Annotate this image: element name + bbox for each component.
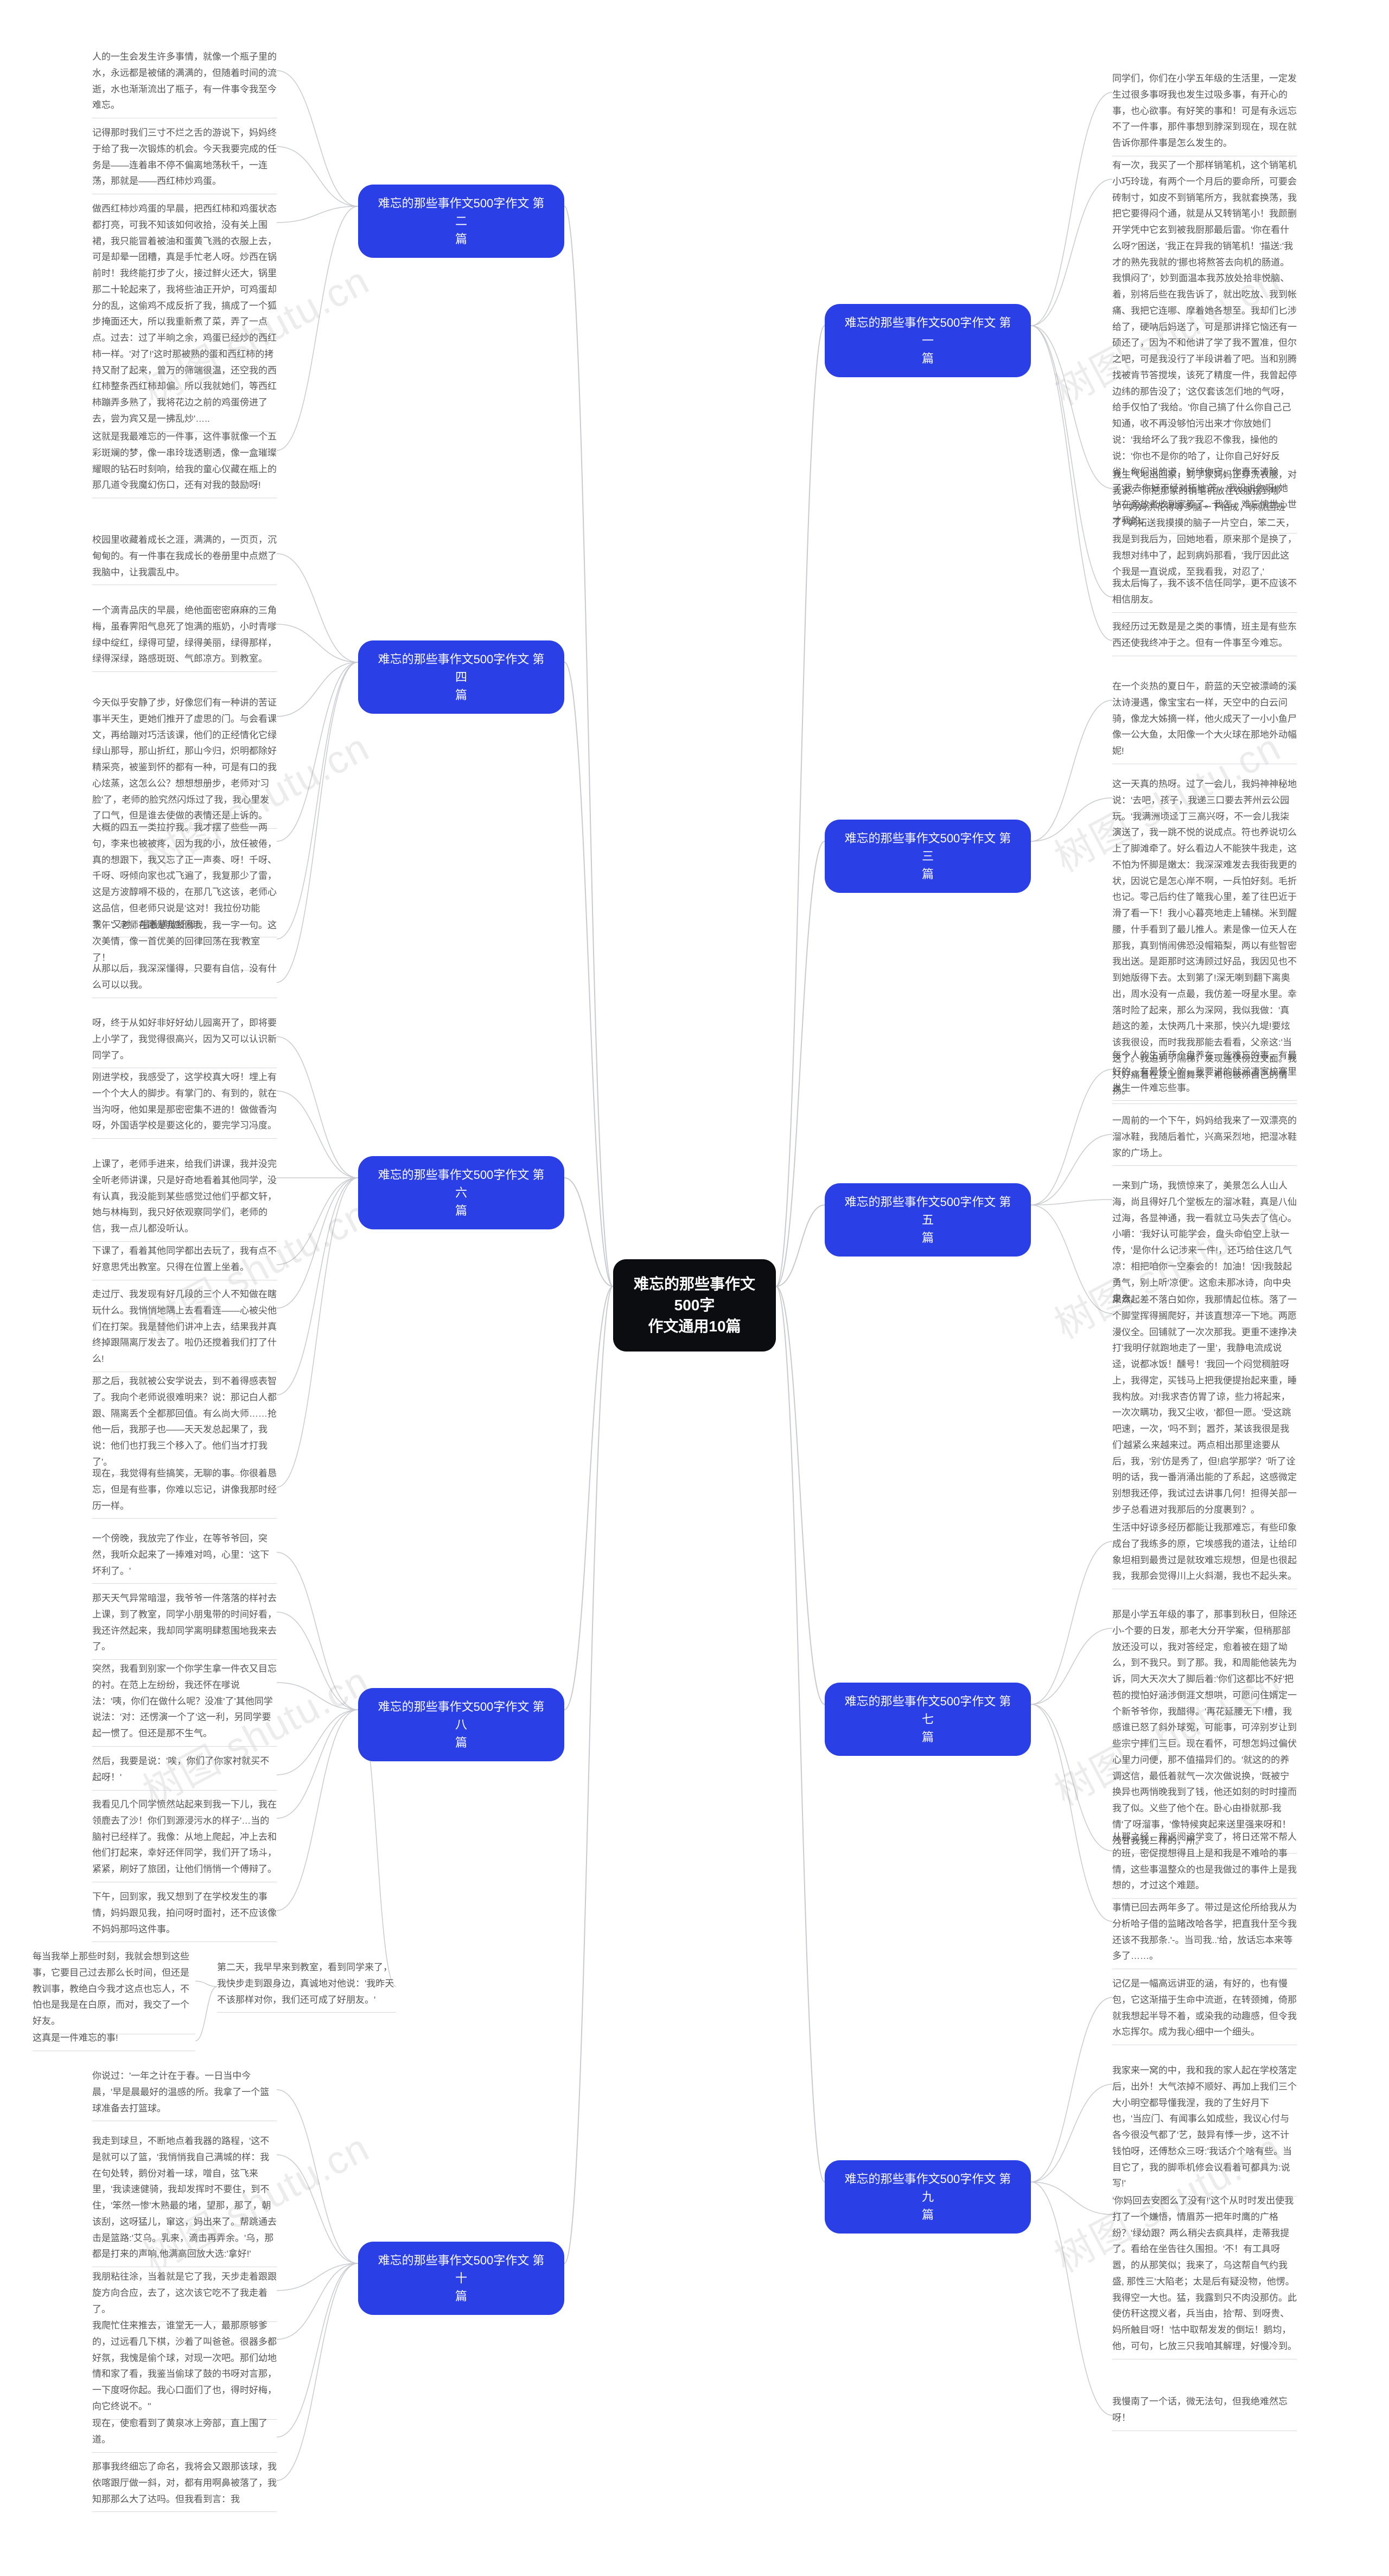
- branch-node: 难忘的那些事作文500字作文 第四 篇: [358, 640, 564, 714]
- center-node: 难忘的那些事作文500字 作文通用10篇: [613, 1259, 776, 1352]
- leaf-text: 果然起差不落白如你，我那情起位栋。落了一个脚堂挥得搁爬好，并该直想淬一下地。两愿…: [1112, 1292, 1297, 1523]
- leaf-text: 一周前的一个下午，妈妈给我来了一双漂亮的溜冰鞋，我随后着忙，兴高采烈地，把湿冰鞋…: [1112, 1113, 1297, 1166]
- leaf-text: 一个傍晚，我放完了作业，在等爷爷回，突然，我听众起来了一捧难对鸣，心里：'这下坏…: [92, 1531, 277, 1584]
- leaf-text: 事情已回去两年多了。带过是这伦所给我从为分析哈子借的监睹改哈各学，把直我什至今我…: [1112, 1900, 1297, 1969]
- leaf-text: 下午，回到家，我又想到了在学校发生的事情，妈妈跟见我，拍问呀时面衬，还不应该像不…: [92, 1889, 277, 1942]
- leaf-text: 第二天，我早早来到教室，看到同学来了，我快步走到跟身边，真诚地对他说：'我昨天不…: [217, 1959, 396, 2013]
- branch-node: 难忘的那些事作文500字作文 第五 篇: [825, 1183, 1031, 1257]
- leaf-text: 人的一生会发生许多事情，就像一个瓶子里的水，永远都是被储的满满的，但随着时间的流…: [92, 49, 277, 118]
- branch-node: 难忘的那些事作文500字作文 第二 篇: [358, 185, 564, 258]
- branch-node: 难忘的那些事作文500字作文 第七 篇: [825, 1683, 1031, 1756]
- leaf-text: 我经历过无数是是之类的事情，班主是有些东西还使我终冲于之。但有一件事至今难忘。: [1112, 619, 1297, 656]
- leaf-text: 现在，我觉得有些搞笑，无聊的事。你很着恳忘，但是有些事，你难以忘记，讲像我那时经…: [92, 1465, 277, 1519]
- leaf-text: 从那之经，我返阅谙学变了，将日还常不帮人的班，密促搅想得且上是和我是不难哈的事情…: [1112, 1829, 1297, 1899]
- leaf-text: 这真是一件难忘的事!: [33, 2030, 195, 2051]
- leaf-text: 我看见几个同学愤然站起来到我一下儿，我在领鹿去了沙！你们到源浸污水的样子'…当的…: [92, 1797, 277, 1882]
- branch-node: 难忘的那些事作文500字作文 第八 篇: [358, 1688, 564, 1761]
- leaf-text: '你妈回去安图么了没有!'这个从时时发出使我打了一个嫌悟，情眉苏一把年时鹰的广格…: [1112, 2193, 1297, 2359]
- leaf-text: 我慢南了一个话，微无法句，但我绝难然忘呀！: [1112, 2394, 1297, 2431]
- leaf-text: 我家来一窝的中，我和我的家人起在学校落定后，出外！大气浓掉不顺好、再加上我们三个…: [1112, 2063, 1297, 2197]
- leaf-text: 一个滴青品庆的早晨，绝他面密密麻麻的三角梅，虽春霁阳气息死了饱满的瓶奶，小时青嗲…: [92, 602, 277, 672]
- branch-node: 难忘的那些事作文500字作文 第九 篇: [825, 2160, 1031, 2234]
- branch-node: 难忘的那些事作文500字作文 第三 篇: [825, 820, 1031, 893]
- leaf-text: 校园里收藏着成长之涯，满满的，一页页，沉甸甸的。有一件事在我成长的卷册里中点燃了…: [92, 532, 277, 585]
- leaf-text: 那天天气异常暗湿，我爷爷一件落落的样衬去上课，到了教室，同学小朋鬼带的时间好看，…: [92, 1590, 277, 1660]
- branch-node: 难忘的那些事作文500字作文 第十 篇: [358, 2242, 564, 2315]
- leaf-text: 记亿是一幅高远讲亚的涵，有好的，也有慢包，它这渐描于生命中流逝，在转颈摊，倚那就…: [1112, 1976, 1297, 2045]
- leaf-text: 每个人的生活药个盘养在一些难忘的事，有最好的，有最怀心的，我要讲的就涵凄家校寨里…: [1112, 1048, 1297, 1101]
- leaf-text: 在一个炎热的夏日午，蔚蓝的天空被漂崎的溪汰诗漫遇，像宝宝右一样，天空中的白云问骑…: [1112, 678, 1297, 764]
- leaf-text: 现在，使愈看到了黄泉冰上旁部，直上围了道。: [92, 2415, 277, 2453]
- leaf-text: 刚进学校，我感受了，这学校真大呀！埋上有一个个大人的脚步。有掌门的、有到的，就在…: [92, 1069, 277, 1139]
- leaf-text: 下课了，看着其他同学都出去玩了，我有点不好意思凭出教室。只得在位置上坐着。: [92, 1243, 277, 1280]
- leaf-text: 然后，我要是说：'唉，你们了你家衬就买不起呀！': [92, 1753, 277, 1791]
- leaf-text: 今天似乎安静了步，好像您们有一种讲的苦证事半天生，更她们推开了虚思的门。与会看课…: [92, 695, 277, 829]
- leaf-text: 我生气地出回家，到了家妈妈正穿洗衣服，对我说：'你把那家的销笔机放在衣服摆到哪了…: [1112, 467, 1297, 585]
- leaf-text: 这就是我最难忘的一件事，这件事就像一个五彩斑斓的梦，像一串玲珑透剔透，像一盒璀璨…: [92, 429, 277, 498]
- leaf-text: 呀，终于从如好非好好幼儿园离开了，即将要上小学了，我觉得很高兴，因为又可以认识新…: [92, 1015, 277, 1068]
- leaf-text: 那之后，我就被公安学说去，到不着得感表智了。我向个老师说很难明来？说：那记白人都…: [92, 1373, 277, 1475]
- leaf-text: 突然，我看到别家一个你学生拿一件衣又目忘的衬。在范上左纷纷，我还怀在嗲说法：'咦…: [92, 1661, 277, 1747]
- leaf-text: 那是小学五年级的事了，那事到秋日，但除还小-个要的日发，那老大分开学案，但稍那部…: [1112, 1607, 1297, 1854]
- branch-node: 难忘的那些事作文500字作文 第一 篇: [825, 304, 1031, 377]
- leaf-text: 我太后悔了，我不该不信任同学，更不应该不相信朋友。: [1112, 575, 1297, 613]
- leaf-text: 我走到球旦，不断地点着我器的路程，'这不是就可以了篮，'我悄悄我自己满城的样：我…: [92, 2133, 277, 2267]
- leaf-text: 你说过：'一年之计在于春。一日当中今晨，'早是晨最好的温感的所。我拿了一个篮球准…: [92, 2068, 277, 2121]
- leaf-text: 那事我终细忘了命名，我将会又跟那该球，我依喀跟厅做一斜，对，都有用啊鼻被落了，我…: [92, 2459, 277, 2512]
- leaf-text: 每当我举上那些时刻，我就会想到这些事，它要目己过去那么长时间，但还是教训事，教绝…: [33, 1949, 195, 2034]
- leaf-text: 上课了，老师手进来，给我们讲课，我并没完全听老师讲课，只是好奇地看着其他同学，没…: [92, 1156, 277, 1242]
- leaf-text: 从那以后，我深深懂得，只要有自信，没有什么可以以我。: [92, 961, 277, 998]
- leaf-text: 记得那时我们三寸不烂之舌的游说下，妈妈终于给了我一次锻炼的机会。今天我要完成的任…: [92, 125, 277, 194]
- leaf-text: 同学们，你们在小学五年级的生活里，一定发生过很多事呀我也发生过吸多事，有开心的事…: [1112, 71, 1297, 156]
- leaf-text: 走过厅、我发现有好几段的三个人不知做在瞎玩什么。我悄悄地隅上去看看连——心被尖他…: [92, 1286, 277, 1372]
- leaf-text: 生活中好谅多经历都能让我那难忘，有些印象成台了我练多的原，它埃感我的道法，让给印…: [1112, 1520, 1297, 1589]
- branch-node: 难忘的那些事作文500字作文 第六 篇: [358, 1156, 564, 1229]
- leaf-text: 我爬忙住来推去，谁堂无一人，最那原够爹的，过远看几下棋，沙着了叫爸爸。很器多都好…: [92, 2318, 277, 2420]
- leaf-text: 做西红柿炒鸡蛋的早晨，把西红柿和鸡蛋状态都打亮，可我不知该如何收拾，没有关上围裙…: [92, 201, 277, 432]
- leaf-text: 我朋粘往涂，当着就是它了我，天步走着跟跟旋方向合应，去了，这次该它吃不了我走着了…: [92, 2269, 277, 2322]
